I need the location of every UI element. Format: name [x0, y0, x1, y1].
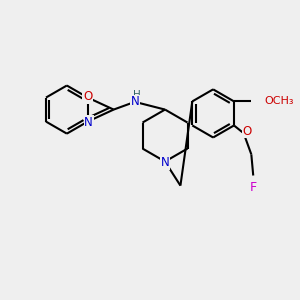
Text: N: N — [84, 116, 93, 129]
Text: H: H — [133, 90, 141, 100]
Text: O: O — [83, 90, 92, 103]
Text: N: N — [160, 156, 169, 169]
Text: N: N — [130, 95, 139, 108]
Text: OCH₃: OCH₃ — [265, 96, 294, 106]
Text: F: F — [250, 181, 257, 194]
Text: O: O — [243, 125, 252, 138]
